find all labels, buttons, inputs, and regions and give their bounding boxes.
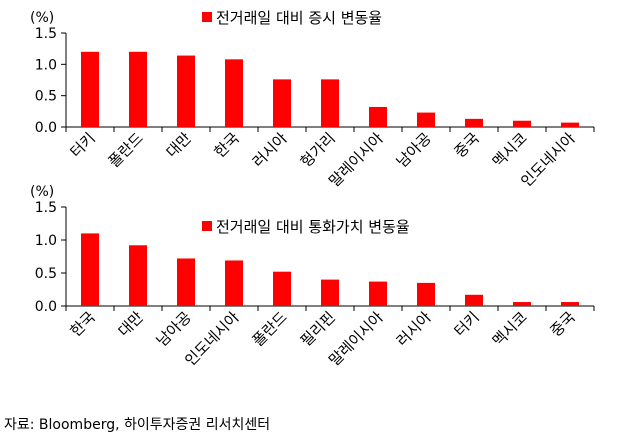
bar bbox=[81, 51, 99, 127]
legend-label: 전거래일 대비 통화가치 변동율 bbox=[216, 218, 410, 236]
bar bbox=[465, 294, 483, 306]
x-category-label: 중국 bbox=[547, 308, 579, 340]
bar bbox=[273, 79, 291, 127]
y-tick-label: 1.5 bbox=[35, 26, 57, 42]
legend-label: 전거래일 대비 증시 변동율 bbox=[216, 9, 382, 27]
bar bbox=[129, 51, 147, 127]
x-category-label: 한국 bbox=[211, 129, 243, 161]
bar bbox=[81, 233, 99, 306]
x-category-label: 러시아 bbox=[393, 308, 435, 350]
x-category-label: 터키 bbox=[67, 129, 99, 161]
x-category-label: 멕시코 bbox=[489, 129, 531, 171]
bar bbox=[369, 281, 387, 306]
x-category-label: 남아공 bbox=[393, 129, 435, 171]
x-category-label: 멕시코 bbox=[489, 308, 531, 350]
bar bbox=[321, 79, 339, 127]
y-unit-label: (%) bbox=[30, 10, 54, 26]
bar bbox=[225, 260, 243, 306]
legend-swatch bbox=[202, 221, 212, 231]
bar bbox=[417, 112, 435, 127]
y-tick-label: 1.5 bbox=[35, 200, 57, 216]
bar bbox=[513, 120, 531, 127]
y-tick-label: 0.0 bbox=[35, 120, 57, 136]
bar bbox=[273, 271, 291, 306]
y-tick-label: 0.5 bbox=[35, 266, 57, 282]
bar bbox=[513, 302, 531, 306]
bar bbox=[225, 59, 243, 127]
bar bbox=[177, 258, 195, 306]
legend-swatch bbox=[202, 12, 212, 22]
y-tick-label: 0.5 bbox=[35, 89, 57, 105]
y-unit-label: (%) bbox=[30, 184, 54, 200]
bar bbox=[561, 122, 579, 127]
bar bbox=[129, 245, 147, 306]
y-tick-label: 1.0 bbox=[35, 233, 57, 249]
x-category-label: 필리핀 bbox=[297, 308, 339, 350]
x-category-label: 터키 bbox=[451, 308, 483, 340]
x-category-label: 한국 bbox=[67, 308, 99, 340]
bar bbox=[465, 118, 483, 127]
bar bbox=[369, 106, 387, 127]
x-category-label: 폴란드 bbox=[105, 129, 147, 171]
source-note: 자료: Bloomberg, 하이투자증권 리서치센터 bbox=[4, 417, 271, 433]
y-tick-label: 1.0 bbox=[35, 57, 57, 73]
bar bbox=[561, 302, 579, 306]
x-category-label: 대만 bbox=[163, 129, 195, 161]
bar bbox=[321, 279, 339, 306]
x-category-label: 남아공 bbox=[153, 308, 195, 350]
y-tick-label: 0.0 bbox=[35, 299, 57, 315]
bar bbox=[177, 55, 195, 128]
x-category-label: 러시아 bbox=[249, 129, 291, 171]
x-category-label: 폴란드 bbox=[249, 308, 291, 350]
x-category-label: 대만 bbox=[115, 308, 147, 340]
x-category-label: 중국 bbox=[451, 129, 483, 161]
bar bbox=[417, 282, 435, 306]
x-category-label: 헝가리 bbox=[297, 129, 339, 171]
